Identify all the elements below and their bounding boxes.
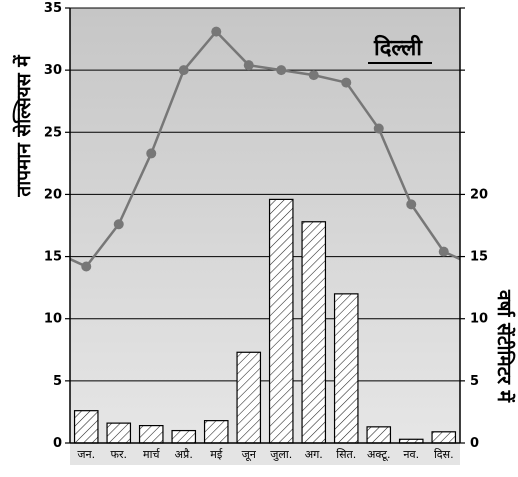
- x-tick-label-0: जन.: [77, 448, 95, 461]
- rainfall-bar-7: [301, 221, 327, 444]
- temperature-point-4: [211, 26, 222, 37]
- x-tick-label-2: मार्च: [143, 448, 160, 461]
- rainfall-bar-11: [431, 431, 457, 444]
- temperature-point-7: [308, 70, 319, 81]
- y-right-tick-label-2: 10: [470, 312, 488, 327]
- x-tick-label-4: मई: [210, 448, 223, 461]
- y-left-tick-label-3: 15: [44, 250, 62, 265]
- y-left-tick-label-4: 20: [44, 187, 62, 202]
- x-tick-label-5: जून: [242, 448, 257, 462]
- y-left-tick-label-2: 10: [44, 312, 62, 327]
- temperature-point-6: [276, 65, 287, 76]
- temperature-point-5: [243, 60, 254, 71]
- rainfall-bar-3: [171, 429, 197, 444]
- temperature-point-10: [406, 199, 417, 210]
- temperature-point-9: [373, 123, 384, 134]
- chart-title: दिल्ली: [373, 34, 423, 61]
- x-tick-label-3: अप्रै.: [175, 448, 193, 461]
- rainfall-bar-2: [138, 425, 164, 444]
- rainfall-bar-9: [366, 426, 392, 444]
- temperature-line: [69, 29, 461, 269]
- temperature-point-2: [146, 148, 157, 159]
- rainfall-bar-0: [73, 410, 99, 444]
- y-right-tick-label-4: 20: [470, 187, 488, 202]
- y-right-axis-title: वर्षा सेंटीमिटर में: [493, 289, 516, 403]
- x-tick-label-9: अक्टू.: [367, 448, 390, 462]
- x-tick-label-1: फर.: [111, 448, 127, 461]
- rainfall-bar-8: [333, 293, 359, 444]
- y-left-tick-label-1: 5: [53, 374, 62, 389]
- y-right-tick-label-0: 0: [470, 436, 479, 451]
- rainfall-bar-1: [106, 422, 132, 444]
- rainfall-bar-6: [268, 198, 294, 444]
- plot-background: [70, 8, 460, 443]
- y-left-tick-label-6: 30: [44, 63, 62, 78]
- temperature-point-1: [113, 219, 124, 230]
- rainfall-bar-5: [236, 351, 262, 444]
- temperature-point-8: [341, 77, 352, 88]
- temperature-point-3: [178, 65, 189, 76]
- bottom-band: [70, 443, 460, 465]
- temperature-point-0: [81, 261, 92, 272]
- rainfall-bar-4: [203, 420, 229, 444]
- y-right-tick-label-1: 5: [470, 374, 479, 389]
- y-left-tick-label-0: 0: [53, 436, 62, 451]
- x-tick-label-11: दिस.: [434, 448, 454, 461]
- y-left-tick-label-7: 35: [44, 1, 62, 16]
- y-left-tick-label-5: 25: [44, 125, 62, 140]
- y-left-axis-title: तापमान सेल्सियस में: [12, 54, 35, 197]
- x-tick-label-7: अग.: [305, 448, 323, 461]
- y-right-tick-label-3: 15: [470, 250, 488, 265]
- x-tick-label-10: नव.: [403, 448, 419, 461]
- temperature-point-11: [438, 246, 449, 257]
- x-tick-label-6: जुला.: [270, 448, 292, 461]
- x-tick-label-8: सित.: [336, 448, 356, 461]
